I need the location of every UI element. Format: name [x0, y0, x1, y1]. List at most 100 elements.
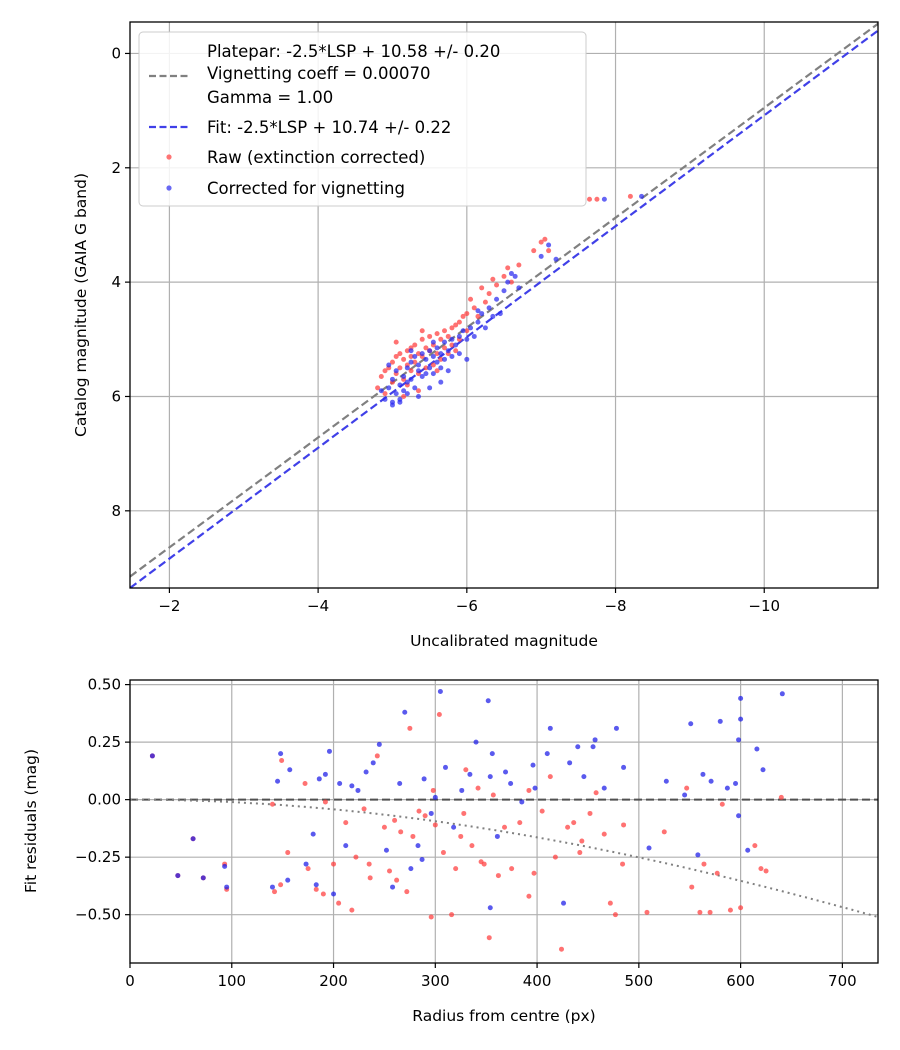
corrected-for-vignetting-point — [310, 831, 316, 837]
corrected-for-vignetting-point — [601, 196, 607, 202]
corrected-for-vignetting-point — [386, 362, 392, 368]
corrected-for-vignetting-point — [561, 900, 567, 906]
corrected-for-vignetting-point — [415, 362, 421, 368]
corrected-for-vignetting-point — [382, 396, 388, 402]
raw-extinction-corrected-point — [620, 861, 626, 867]
corrected-for-vignetting-point — [355, 787, 361, 793]
corrected-for-vignetting-point — [316, 776, 322, 782]
raw-extinction-corrected-point — [461, 810, 467, 816]
corrected-for-vignetting-point — [331, 891, 337, 897]
raw-extinction-corrected-point — [612, 912, 618, 918]
raw-extinction-corrected-point — [407, 725, 413, 731]
raw-extinction-corrected-point — [331, 861, 337, 867]
corrected-for-vignetting-point — [736, 813, 742, 819]
raw-extinction-corrected-point — [714, 870, 720, 876]
corrected-for-vignetting-point — [408, 866, 414, 872]
legend: Platepar: -2.5*LSP + 10.58 +/- 0.20 Vign… — [138, 31, 587, 207]
raw-extinction-corrected-point — [428, 914, 434, 920]
raw-extinction-corrected-point — [445, 333, 451, 339]
raw-extinction-corrected-point — [475, 313, 481, 319]
corrected-for-vignetting-point — [738, 716, 744, 722]
corrected-for-vignetting-point — [695, 852, 701, 858]
corrected-for-vignetting-point — [516, 285, 522, 291]
corrected-for-vignetting-point — [745, 847, 751, 853]
corrected-for-vignetting-point — [456, 351, 462, 357]
corrected-for-vignetting-point — [503, 769, 509, 775]
raw-extinction-corrected-point — [336, 900, 342, 906]
raw-extinction-corrected-point — [495, 873, 501, 879]
corrected-for-vignetting-point — [397, 382, 403, 388]
raw-extinction-corrected-point — [423, 345, 429, 351]
raw-extinction-corrected-point — [449, 342, 455, 348]
raw-extinction-corrected-point — [758, 866, 764, 872]
corrected-for-vignetting-point — [473, 739, 479, 745]
corrected-for-vignetting-point — [349, 783, 355, 789]
raw-extinction-corrected-point — [505, 265, 511, 271]
corrected-for-vignetting-point — [412, 385, 418, 391]
raw-extinction-corrected-point — [434, 351, 440, 357]
raw-extinction-corrected-point — [322, 799, 328, 805]
corrected-for-vignetting-point — [442, 339, 448, 345]
raw-extinction-corrected-point — [269, 801, 275, 807]
raw-extinction-corrected-point — [302, 781, 308, 787]
raw-extinction-corrected-point — [410, 833, 416, 839]
raw-extinction-corrected-point — [509, 866, 515, 872]
vignetting-curve — [130, 798, 878, 918]
corrected-for-vignetting-point — [512, 273, 518, 279]
raw-extinction-corrected-point — [601, 831, 607, 837]
corrected-for-vignetting-point — [393, 368, 399, 374]
raw-extinction-corrected-point — [449, 912, 455, 918]
corrected-for-vignetting-point — [505, 279, 511, 285]
raw-extinction-corrected-point — [661, 829, 667, 835]
raw-extinction-corrected-point — [526, 787, 532, 793]
raw-extinction-corrected-point — [442, 328, 448, 334]
raw-extinction-corrected-point — [427, 333, 433, 339]
x-tick-label: −4 — [307, 597, 329, 615]
corrected-for-vignetting-point — [423, 371, 429, 377]
corrected-for-vignetting-point — [601, 785, 607, 791]
raw-extinction-corrected-point — [361, 806, 367, 812]
corrected-for-vignetting-point — [592, 737, 598, 743]
corrected-for-vignetting-point — [415, 368, 421, 374]
x-tick-label: 100 — [217, 972, 246, 990]
corrected-for-vignetting-point — [467, 771, 473, 777]
raw-extinction-corrected-point — [430, 362, 436, 368]
corrected-for-vignetting-point — [682, 792, 688, 798]
raw-extinction-corrected-point — [701, 861, 707, 867]
x-tick-label: 700 — [828, 972, 857, 990]
corrected-for-vignetting-point — [724, 785, 730, 791]
corrected-for-vignetting-point — [408, 359, 414, 365]
raw-extinction-corrected-point — [763, 868, 769, 874]
corrected-for-vignetting-point — [717, 718, 723, 724]
corrected-for-vignetting-point — [471, 333, 477, 339]
raw-extinction-corrected-point — [279, 758, 285, 764]
raw-extinction-corrected-point — [542, 236, 548, 242]
raw-extinction-corrected-point — [727, 907, 733, 913]
raw-extinction-corrected-point — [366, 861, 372, 867]
corrected-for-vignetting-point — [485, 698, 491, 704]
raw-extinction-corrected-point — [415, 388, 421, 394]
raw-extinction-corrected-point — [490, 276, 496, 282]
raw-extinction-corrected-point — [587, 196, 593, 202]
y-tick-label: 8 — [111, 502, 121, 520]
corrected-for-vignetting-point — [567, 760, 573, 766]
raw-extinction-corrected-point — [389, 359, 395, 365]
y-tick-label: 0.00 — [88, 791, 121, 809]
raw-extinction-corrected-point — [587, 810, 593, 816]
x-tick-label: 500 — [625, 972, 654, 990]
legend-box — [138, 31, 587, 207]
corrected-for-vignetting-point — [442, 356, 448, 362]
corrected-for-vignetting-point — [459, 787, 465, 793]
corrected-for-vignetting-point — [376, 741, 382, 747]
corrected-for-vignetting-point — [287, 767, 293, 773]
bottom-grid — [129, 680, 878, 963]
x-tick-label: −2 — [158, 597, 180, 615]
corrected-for-vignetting-point — [575, 744, 581, 750]
raw-extinction-corrected-point — [475, 785, 481, 791]
corrected-for-vignetting-point — [438, 351, 444, 357]
corrected-for-vignetting-point — [530, 762, 536, 768]
corrected-for-vignetting-point — [613, 725, 619, 731]
corrected-for-vignetting-point — [487, 905, 493, 911]
legend-platepar-label: Platepar: -2.5*LSP + 10.58 +/- 0.20 — [207, 42, 500, 61]
legend-corrected-marker — [166, 185, 172, 191]
